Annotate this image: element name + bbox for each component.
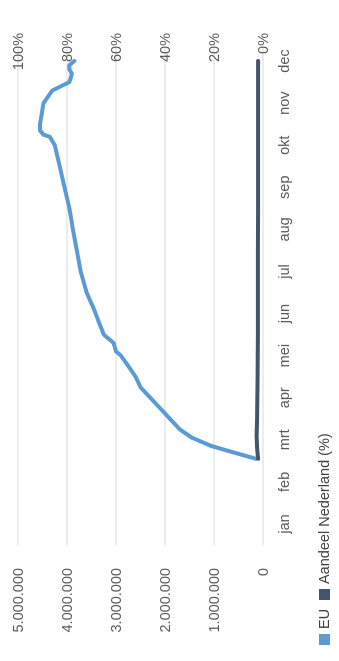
left-axis-tick-label: 3.000.000	[109, 568, 125, 633]
category-tick-label: jan	[277, 514, 293, 534]
left-axis-tick-label: 0	[256, 568, 272, 576]
legend: EU Aandeel Nederland (%)	[317, 433, 333, 645]
category-tick-label: mrt	[277, 429, 293, 450]
left-axis-tick-label: 4.000.000	[60, 568, 76, 633]
category-tick-label: nov	[277, 91, 293, 115]
right-axis-tick-label: 20%	[207, 33, 223, 62]
series-lines	[38, 59, 261, 461]
right-axis-tick-label: 100%	[11, 33, 27, 70]
series-line	[254, 59, 261, 461]
left-axis-ticks: 0 1.000.000 2.000.000 3.000.000 4.000.000 5.0…	[11, 568, 272, 633]
category-tick-label: apr	[277, 387, 293, 408]
category-tick-label: jul	[277, 264, 293, 280]
category-tick-label: okt	[277, 136, 293, 155]
legend-entry: Aandeel Nederland (%)	[317, 433, 333, 584]
category-tick-label: aug	[277, 217, 293, 241]
right-axis-ticks: 0% 20% 40% 60% 80% 100%	[11, 33, 272, 70]
category-tick-label: sep	[277, 176, 293, 199]
right-axis-tick-label: 40%	[158, 33, 174, 62]
legend-swatch	[319, 634, 330, 645]
right-axis-tick-label: 0%	[256, 33, 272, 54]
category-tick-label: jun	[277, 304, 293, 324]
gridlines	[17, 48, 264, 545]
series-line	[38, 59, 258, 461]
category-ticks: jan feb mrt apr mei jun jul aug sep okt nov dec	[277, 49, 293, 534]
left-axis-tick-label: 1.000.000	[207, 568, 223, 633]
legend-swatch	[319, 589, 330, 600]
category-tick-label: feb	[277, 472, 293, 492]
left-axis-tick-label: 2.000.000	[158, 568, 174, 633]
legend-entry: EU	[317, 609, 333, 629]
right-axis-tick-label: 60%	[109, 33, 125, 62]
right-axis-tick-label: 80%	[60, 33, 76, 62]
left-axis-tick-label: 5.000.000	[11, 568, 27, 633]
category-tick-label: dec	[277, 49, 293, 72]
category-tick-label: mei	[277, 344, 293, 367]
